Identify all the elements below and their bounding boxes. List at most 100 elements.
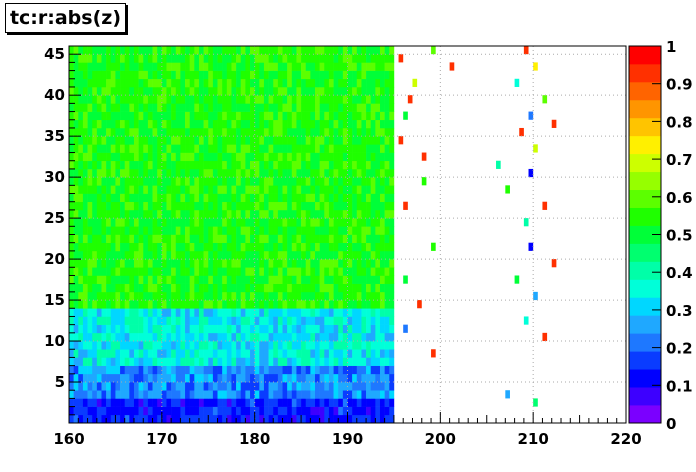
heatmap-cell bbox=[245, 316, 251, 325]
heatmap-cell bbox=[379, 103, 385, 112]
heatmap-cell bbox=[115, 349, 121, 358]
heatmap-cell bbox=[342, 119, 348, 129]
heatmap-cell bbox=[305, 308, 311, 317]
heatmap-cell bbox=[138, 341, 144, 350]
heatmap-cell bbox=[166, 406, 172, 416]
heatmap-cell bbox=[356, 86, 362, 96]
heatmap-cell bbox=[222, 406, 228, 416]
heatmap-cell bbox=[203, 234, 209, 243]
heatmap-cell bbox=[175, 308, 181, 317]
palette-swatch bbox=[629, 369, 661, 388]
heatmap-cell bbox=[319, 267, 325, 276]
heatmap-cell bbox=[259, 365, 265, 375]
heatmap-cell bbox=[166, 283, 172, 293]
heatmap-cell bbox=[198, 119, 204, 129]
heatmap-cell bbox=[161, 136, 167, 145]
heatmap-cell bbox=[291, 136, 297, 145]
heatmap-cell bbox=[315, 86, 320, 96]
heatmap-cell bbox=[263, 259, 269, 268]
heatmap-cell bbox=[152, 177, 158, 186]
heatmap-cell bbox=[379, 250, 385, 260]
heatmap-cell bbox=[161, 144, 167, 153]
heatmap-cell bbox=[110, 357, 116, 366]
heatmap-cell bbox=[138, 127, 144, 137]
heatmap-cell bbox=[106, 226, 112, 235]
heatmap-cell bbox=[342, 103, 348, 112]
heatmap-cell bbox=[152, 291, 158, 301]
heatmap-cell bbox=[245, 111, 251, 121]
heatmap-cell bbox=[379, 357, 385, 366]
heatmap-cell bbox=[175, 259, 181, 268]
heatmap-cell bbox=[203, 54, 209, 63]
heatmap-cell bbox=[347, 185, 353, 194]
heatmap-cell bbox=[240, 168, 246, 178]
heatmap-cell bbox=[282, 62, 288, 71]
heatmap-cell bbox=[356, 332, 362, 342]
heatmap-cell bbox=[328, 373, 334, 383]
heatmap-cell bbox=[342, 390, 348, 399]
heatmap-cell bbox=[166, 177, 172, 186]
heatmap-cell bbox=[175, 86, 181, 96]
heatmap-cell bbox=[231, 152, 237, 162]
heatmap-cell bbox=[87, 119, 93, 129]
heatmap-cell bbox=[319, 250, 325, 260]
heatmap-cell bbox=[384, 390, 390, 399]
heatmap-cell bbox=[82, 201, 88, 211]
heatmap-cell bbox=[96, 300, 102, 309]
heatmap-cell bbox=[254, 349, 260, 358]
heatmap-cell bbox=[240, 283, 246, 293]
heatmap-cell bbox=[129, 332, 135, 342]
heatmap-cell bbox=[366, 267, 372, 276]
heatmap-cell bbox=[389, 406, 395, 416]
heatmap-cell bbox=[120, 291, 125, 301]
heatmap-cell bbox=[291, 70, 297, 80]
heatmap-cell bbox=[143, 144, 149, 153]
heatmap-cell bbox=[143, 209, 149, 219]
heatmap-cell bbox=[315, 103, 320, 112]
heatmap-cell bbox=[69, 349, 74, 358]
heatmap-cell bbox=[259, 62, 265, 71]
heatmap-cell bbox=[277, 111, 283, 121]
heatmap-cell bbox=[356, 119, 362, 129]
heatmap-cell bbox=[203, 226, 209, 235]
heatmap-cell bbox=[133, 398, 139, 407]
heatmap-cell bbox=[231, 242, 237, 252]
heatmap-cell bbox=[157, 382, 163, 391]
heatmap-cell bbox=[161, 234, 167, 243]
heatmap-cell bbox=[129, 95, 135, 104]
heatmap-cell bbox=[110, 226, 116, 235]
heatmap-cell bbox=[361, 390, 367, 399]
heatmap-cell bbox=[175, 382, 181, 391]
heatmap-cell bbox=[254, 357, 260, 366]
heatmap-cell bbox=[384, 332, 390, 342]
heatmap-cell bbox=[282, 193, 288, 203]
heatmap-cell bbox=[171, 226, 177, 235]
heatmap-cell bbox=[143, 316, 149, 325]
heatmap-cell bbox=[226, 291, 232, 301]
heatmap-cell bbox=[245, 78, 251, 88]
heatmap-cell bbox=[115, 382, 121, 391]
heatmap-cell bbox=[273, 46, 279, 55]
heatmap-cell bbox=[375, 201, 381, 211]
heatmap-cell bbox=[533, 398, 538, 407]
heatmap-cell bbox=[361, 218, 367, 227]
heatmap-cell bbox=[319, 226, 325, 235]
heatmap-cell bbox=[73, 283, 79, 293]
heatmap-cell bbox=[115, 398, 121, 407]
heatmap-cell bbox=[375, 168, 381, 178]
heatmap-cell bbox=[175, 185, 181, 194]
heatmap-cell bbox=[319, 300, 325, 309]
heatmap-cell bbox=[152, 136, 158, 145]
heatmap-cell bbox=[129, 349, 135, 358]
heatmap-cell bbox=[245, 242, 251, 252]
heatmap-cell bbox=[217, 259, 223, 268]
heatmap-cell bbox=[152, 324, 158, 334]
heatmap-cell bbox=[250, 316, 255, 325]
heatmap-cell bbox=[115, 152, 121, 162]
heatmap-cell bbox=[240, 406, 246, 416]
heatmap-cell bbox=[175, 291, 181, 301]
heatmap-cell bbox=[194, 316, 200, 325]
heatmap-cell bbox=[212, 414, 218, 424]
heatmap-cell bbox=[120, 349, 125, 358]
heatmap-cell bbox=[263, 209, 269, 219]
